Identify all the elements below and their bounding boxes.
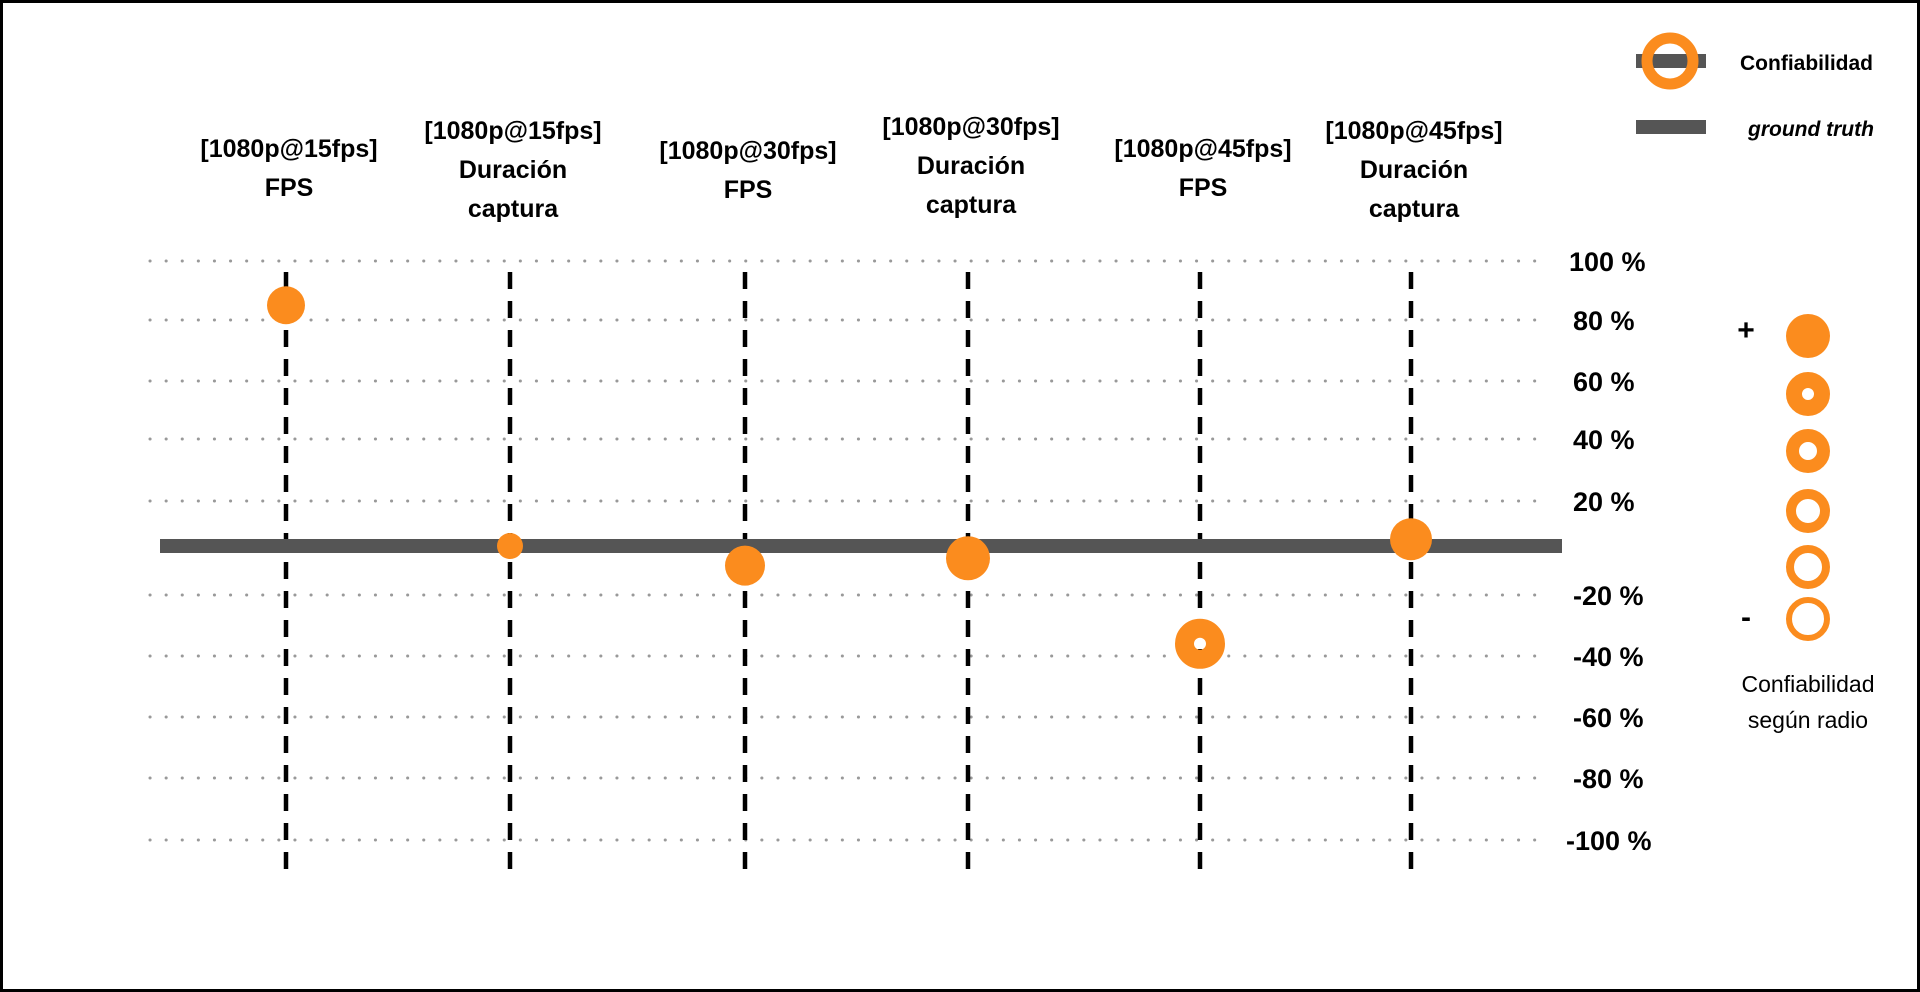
scale-marker <box>1786 597 1830 641</box>
category-label: [1080p@45fps] <box>1114 135 1291 163</box>
legend-ground-truth-label: ground truth <box>1747 118 1874 141</box>
legend: Confiabilidad ground truth <box>1636 32 1874 141</box>
data-point <box>1390 518 1432 561</box>
category-label: FPS <box>1179 174 1228 202</box>
reliability-scale: + - Confiabilidad según radio <box>1737 314 1874 733</box>
data-point <box>497 533 523 559</box>
category-label: [1080p@30fps] <box>882 113 1059 141</box>
category-label: FPS <box>724 176 773 204</box>
y-tick-label: -60 % <box>1573 703 1644 733</box>
legend-reliability-marker <box>1641 32 1699 90</box>
data-point <box>725 545 765 586</box>
scale-marker <box>1786 545 1830 589</box>
y-tick-label: -80 % <box>1573 764 1644 794</box>
scale-marker <box>1786 429 1830 473</box>
category-lines <box>283 272 1414 877</box>
category-label: [1080p@30fps] <box>659 137 836 165</box>
y-tick-label: 60 % <box>1573 367 1635 397</box>
y-tick-label: 40 % <box>1573 425 1635 455</box>
category-label: [1080p@15fps] <box>200 135 377 163</box>
data-point <box>1175 618 1225 669</box>
y-tick-label: 80 % <box>1573 306 1635 336</box>
scale-caption: Confiabilidad <box>1742 671 1875 697</box>
category-label: Duración <box>1360 156 1468 184</box>
category-label: captura <box>468 195 559 223</box>
y-tick-label: -40 % <box>1573 642 1644 672</box>
legend-reliability-label: Confiabilidad <box>1740 52 1873 75</box>
category-label: [1080p@15fps] <box>424 117 601 145</box>
category-label: captura <box>926 191 1017 219</box>
scale-caption: según radio <box>1748 707 1868 733</box>
category-label: Duración <box>917 152 1025 180</box>
y-tick-label: -100 % <box>1566 826 1652 856</box>
scale-marker <box>1786 314 1830 358</box>
category-label: Duración <box>459 156 567 184</box>
scale-plus-sign: + <box>1737 314 1755 347</box>
scale-marker <box>1786 489 1830 533</box>
y-tick-label: 100 % <box>1569 247 1646 277</box>
data-points <box>267 286 1432 669</box>
category-label: captura <box>1369 195 1460 223</box>
y-tick-label: 20 % <box>1573 487 1635 517</box>
scale-marker <box>1786 372 1830 416</box>
data-point <box>946 536 990 581</box>
category-label: FPS <box>265 174 314 202</box>
y-tick-labels: 100 % 80 % 60 % 40 % 20 % -20 % -40 % -60 % -80 … <box>1566 247 1652 856</box>
scale-minus-sign: - <box>1741 601 1751 634</box>
category-label: [1080p@45fps] <box>1325 117 1502 145</box>
y-tick-label: -20 % <box>1573 581 1644 611</box>
data-point <box>267 286 305 325</box>
category-labels: [1080p@15fps] FPS [1080p@15fps] Duración cap… <box>200 113 1502 223</box>
